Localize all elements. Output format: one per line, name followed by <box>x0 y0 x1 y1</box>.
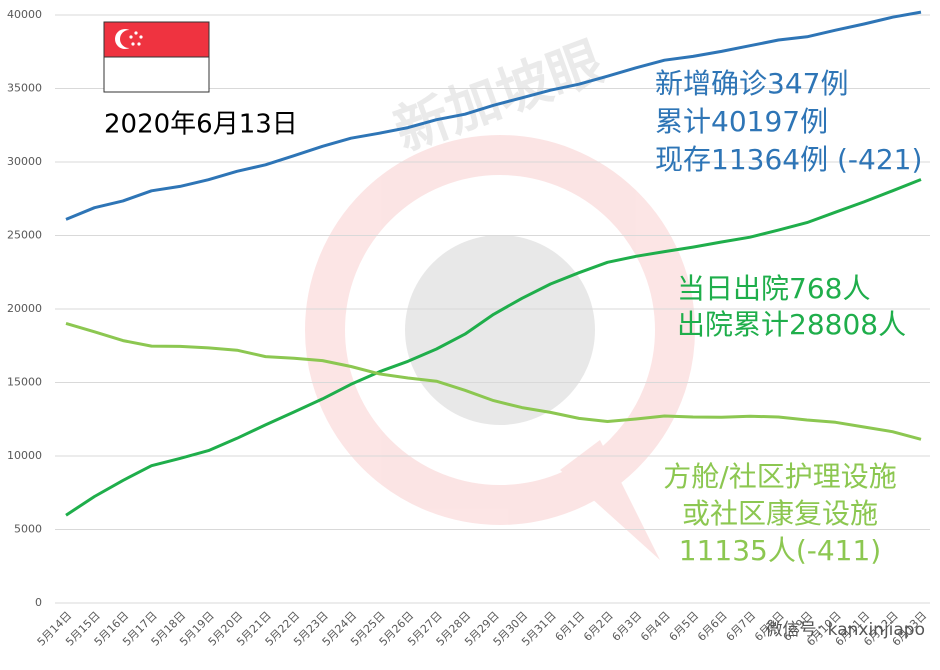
x-tick-label: 6月4日 <box>638 609 673 644</box>
y-tick-label: 10000 <box>7 449 42 462</box>
annotation-text: 或社区康复设施 <box>682 497 878 530</box>
y-tick-label: 15000 <box>7 376 42 389</box>
y-tick-label: 20000 <box>7 302 42 315</box>
x-tick-label: 6月7日 <box>724 609 759 644</box>
annotation-text: 现存11364例 (-421) <box>655 143 922 176</box>
flag <box>103 21 210 93</box>
x-tick-label: 6月1日 <box>553 609 588 644</box>
wechat-id: 微信号: kanxinjiapo <box>766 620 925 640</box>
series-line <box>65 10 922 221</box>
annotation-text: 出院累计28808人 <box>677 308 906 341</box>
x-tick-label: 6月5日 <box>667 609 702 644</box>
y-tick-label: 40000 <box>7 8 42 21</box>
annotation-text: 新增确诊347例 <box>655 67 848 100</box>
date-label: 2020年6月13日 <box>104 110 298 140</box>
x-tick-label: 6月6日 <box>695 609 730 644</box>
series-line <box>65 178 922 517</box>
annotation-text: 当日出院768人 <box>677 272 870 305</box>
y-tick-label: 30000 <box>7 155 42 168</box>
y-tick-label: 35000 <box>7 82 42 95</box>
series-line <box>65 321 922 441</box>
annotation-text: 方舱/社区护理设施 <box>663 460 896 493</box>
y-tick-label: 0 <box>35 596 42 609</box>
annotation-text: 累计40197例 <box>655 105 828 138</box>
x-tick-label: 6月2日 <box>581 609 616 644</box>
watermark-logo <box>305 135 695 560</box>
y-tick-label: 25000 <box>7 229 42 242</box>
x-tick-label: 6月3日 <box>610 609 645 644</box>
annotation-text: 11135人(-411) <box>679 534 881 567</box>
y-tick-label: 5000 <box>14 523 42 536</box>
